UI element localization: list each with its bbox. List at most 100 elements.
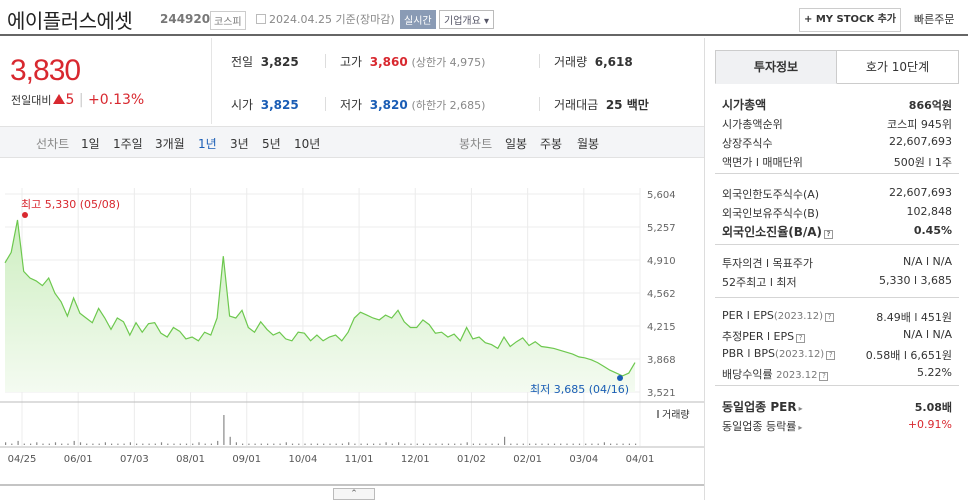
my-stock-add-button[interactable]: + MY STOCK 추가 xyxy=(799,8,901,32)
volume-bar xyxy=(23,443,25,445)
dividend-label: 배당수익률 xyxy=(722,368,773,381)
volume-bar xyxy=(460,443,462,445)
help-icon[interactable]: ? xyxy=(819,372,829,381)
info-row: 외국인소진율(B/A)? 0.45% xyxy=(715,221,959,240)
lower-limit: (하한가 2,685) xyxy=(411,99,486,112)
volume-bar xyxy=(304,443,306,445)
current-price: 3,830 xyxy=(10,54,81,87)
realtime-button[interactable]: 실시간 xyxy=(400,10,436,29)
volume-bar xyxy=(335,443,337,445)
candle-weekly[interactable]: 주봉 xyxy=(540,137,563,151)
row-label: 시가총액 xyxy=(722,98,767,112)
period-3y[interactable]: 3년 xyxy=(230,137,249,151)
info-row: 52주최고 l 최저 5,330 l 3,685 xyxy=(715,271,959,290)
period-10y[interactable]: 10년 xyxy=(294,137,321,151)
volume-bar xyxy=(447,443,450,445)
tab-invest-info[interactable]: 투자정보 xyxy=(715,50,837,84)
period-5y[interactable]: 5년 xyxy=(262,137,281,151)
period-3m[interactable]: 3개월 xyxy=(155,137,185,151)
volume-bar xyxy=(111,443,113,445)
volume-bar xyxy=(67,443,69,445)
volume-bar xyxy=(11,443,13,445)
volume-bar xyxy=(616,443,618,445)
volume-bar xyxy=(504,436,506,445)
volume-bar xyxy=(123,443,125,445)
volume-bar xyxy=(348,442,350,445)
volume-bar xyxy=(30,443,32,445)
open-price: 시가 3,825 xyxy=(231,96,299,113)
volume-bar xyxy=(547,443,549,445)
info-row: 액면가 l 매매단위 500원 l 1주 xyxy=(715,151,959,170)
period-bar: 선차트 1일 1주일 3개월 1년 3년 5년 10년 봉차트 일봉 주봉 월봉 xyxy=(0,126,704,158)
x-tick-label: 12/01 xyxy=(401,454,430,465)
volume-bar xyxy=(610,443,612,445)
row-value: 22,607,693 xyxy=(889,135,952,148)
volume-bar xyxy=(86,443,88,445)
info-row: 외국인한도주식수(A) 22,607,693 xyxy=(715,183,959,202)
volume-bar xyxy=(497,443,499,445)
volume-bar xyxy=(167,443,169,445)
volume-bar xyxy=(267,443,269,445)
x-tick-label: 04/01 xyxy=(626,454,655,465)
price-area xyxy=(5,220,635,392)
candle-monthly[interactable]: 월봉 xyxy=(577,137,600,151)
candle-daily[interactable]: 일봉 xyxy=(505,137,528,151)
volume-bar xyxy=(585,443,587,445)
quick-order-link[interactable]: 빠른주문 xyxy=(914,13,955,26)
stock-code: 244920 xyxy=(160,12,211,26)
help-icon[interactable]: ? xyxy=(824,230,834,239)
volume-bar xyxy=(79,442,82,445)
volume-bar xyxy=(597,443,599,445)
row-value: 코스피 945위 xyxy=(887,118,952,131)
x-tick-label: 03/04 xyxy=(569,454,598,465)
panel-tabs: 투자정보 호가 10단계 xyxy=(715,50,959,84)
price-change: 전일대비 5 | +0.13% xyxy=(11,92,144,108)
row-label: 외국인한도주식수(A) xyxy=(722,188,820,201)
open-value: 3,825 xyxy=(260,98,299,112)
row-label: 액면가 l 매매단위 xyxy=(722,156,803,169)
tab-order-book[interactable]: 호가 10단계 xyxy=(837,50,959,84)
info-row: 투자의견 l 목표주가 N/A l N/A xyxy=(715,252,959,271)
x-tick-label: 08/01 xyxy=(176,454,205,465)
row-label: 동일업종 등락률 ▸ xyxy=(722,418,802,434)
help-icon[interactable]: ? xyxy=(825,313,834,322)
period-1y[interactable]: 1년 xyxy=(198,137,217,151)
company-info-button[interactable]: 기업개요 ▾ xyxy=(439,10,495,29)
industry-rate-label[interactable]: 동일업종 등락률 xyxy=(722,420,797,433)
industry-per-label[interactable]: 동일업종 PER xyxy=(722,400,797,414)
volume-bar xyxy=(578,443,581,445)
volume-bar xyxy=(198,442,200,445)
period-1w[interactable]: 1주일 xyxy=(113,137,143,151)
y-tick-label: 3,521 xyxy=(647,388,676,399)
period-1d[interactable]: 1일 xyxy=(81,137,100,151)
help-icon[interactable]: ? xyxy=(796,334,806,343)
collapse-chart-button[interactable]: ⌃ xyxy=(333,488,375,500)
y-tick-label: 4,215 xyxy=(647,322,676,333)
volume-bar xyxy=(603,442,605,445)
volume-bar xyxy=(242,443,244,445)
volume-bar xyxy=(398,442,400,445)
volume-bar xyxy=(535,443,537,445)
help-icon[interactable]: ? xyxy=(826,351,836,360)
price-chart-svg: 5,604 5,257 4,910 4,562 4,215 3,868 3,521 04/25… xyxy=(0,188,704,486)
foreign-ratio-label: 외국인소진율(B/A) xyxy=(722,225,823,239)
volume-bar xyxy=(291,443,294,445)
volume-bar xyxy=(73,440,75,445)
prev-value: 3,825 xyxy=(260,55,299,69)
volume-bar xyxy=(210,443,212,445)
volume-bar xyxy=(104,442,106,445)
volume-bar xyxy=(223,415,225,445)
date-info: 2024.04.25 기준(장마감) xyxy=(256,11,395,27)
volume-bar xyxy=(566,443,568,445)
row-value: 866억원 xyxy=(908,99,952,112)
high-price: 고가 3,860 (상한가 4,975) xyxy=(340,53,485,70)
volume-bar xyxy=(360,443,362,445)
high-value: 3,860 xyxy=(369,55,408,69)
market-badge: 코스피 xyxy=(210,11,246,30)
divider xyxy=(539,54,540,68)
amount-label: 거래대금 xyxy=(554,98,599,112)
row-value: 5.08배 xyxy=(914,401,952,414)
row-value: 22,607,693 xyxy=(889,186,952,199)
trade-amount: 거래대금 25 백만 xyxy=(554,96,649,113)
company-info-label: 기업개요 xyxy=(444,16,481,27)
